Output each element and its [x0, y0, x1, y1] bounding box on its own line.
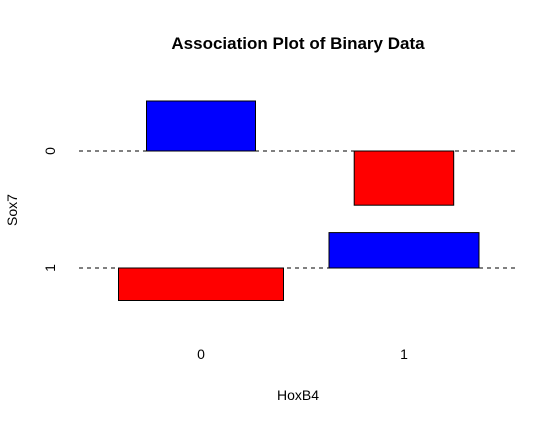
x-tick-label-0: 0 [197, 346, 205, 362]
y-tick-label-1: 1 [42, 264, 58, 272]
x-axis-label: HoxB4 [277, 387, 319, 403]
cell-x1-y0 [353, 150, 455, 206]
cell-x0-y1 [118, 267, 284, 301]
cell-x0-y0 [146, 100, 256, 152]
cell-x1-y1 [328, 232, 480, 269]
cells [118, 100, 480, 301]
chart-title: Association Plot of Binary Data [171, 34, 425, 53]
y-axis-label: Sox7 [4, 194, 20, 226]
tick-labels: 0 1 0 1 [42, 147, 408, 362]
x-tick-label-1: 1 [400, 346, 408, 362]
y-tick-label-0: 0 [42, 147, 58, 155]
